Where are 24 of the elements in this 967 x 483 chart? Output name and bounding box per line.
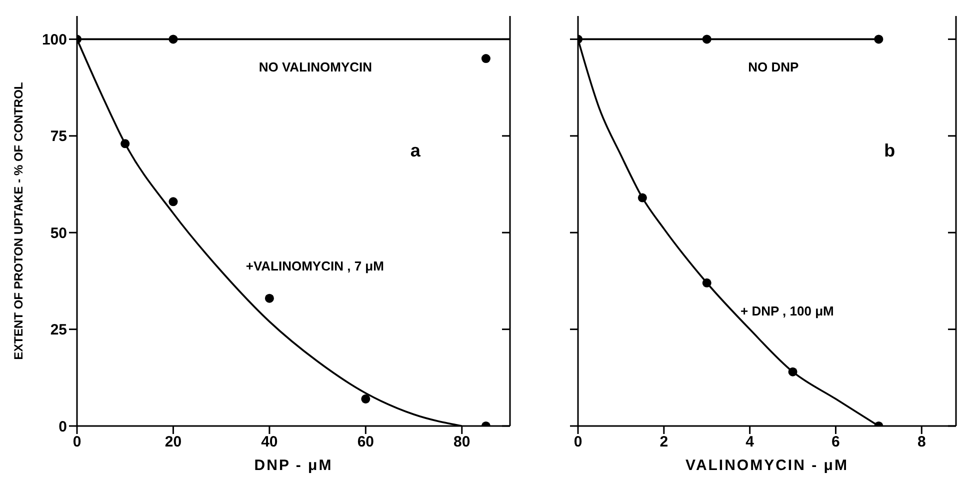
x-axis-title: VALINOMYCIN - μM	[686, 457, 848, 474]
y-tick-label: 75	[50, 128, 67, 146]
x-tick-label: 0	[72, 434, 82, 451]
y-tick-label: 0	[58, 418, 67, 436]
y-tick-label: 50	[50, 224, 67, 242]
x-tick-label: 20	[164, 434, 182, 451]
y-axis-title: EXTENT OF PROTON UPTAKE - % OF CONTROL	[11, 82, 26, 360]
x-tick-label: 2	[660, 434, 668, 451]
x-tick-label: 0	[574, 434, 582, 451]
y-tick-label: 25	[50, 322, 67, 339]
x-axis-title: DNP - μM	[254, 457, 333, 474]
annotation: NO DNP	[748, 59, 799, 74]
annotation: b	[884, 140, 896, 162]
x-tick-label: 8	[917, 434, 926, 451]
annotation: a	[410, 140, 420, 162]
x-tick-label: 6	[832, 434, 840, 451]
annotation: NO VALINOMYCIN	[258, 59, 372, 74]
x-tick-label: 40	[261, 434, 278, 451]
x-tick-label: 60	[357, 434, 374, 451]
x-tick-label: 80	[454, 434, 470, 451]
x-tick-label: 4	[746, 434, 755, 451]
y-tick-label: 100	[42, 32, 67, 49]
annotation: + DNP , 100 μM	[740, 304, 834, 319]
annotation: +VALINOMYCIN , 7 μM	[246, 258, 384, 274]
